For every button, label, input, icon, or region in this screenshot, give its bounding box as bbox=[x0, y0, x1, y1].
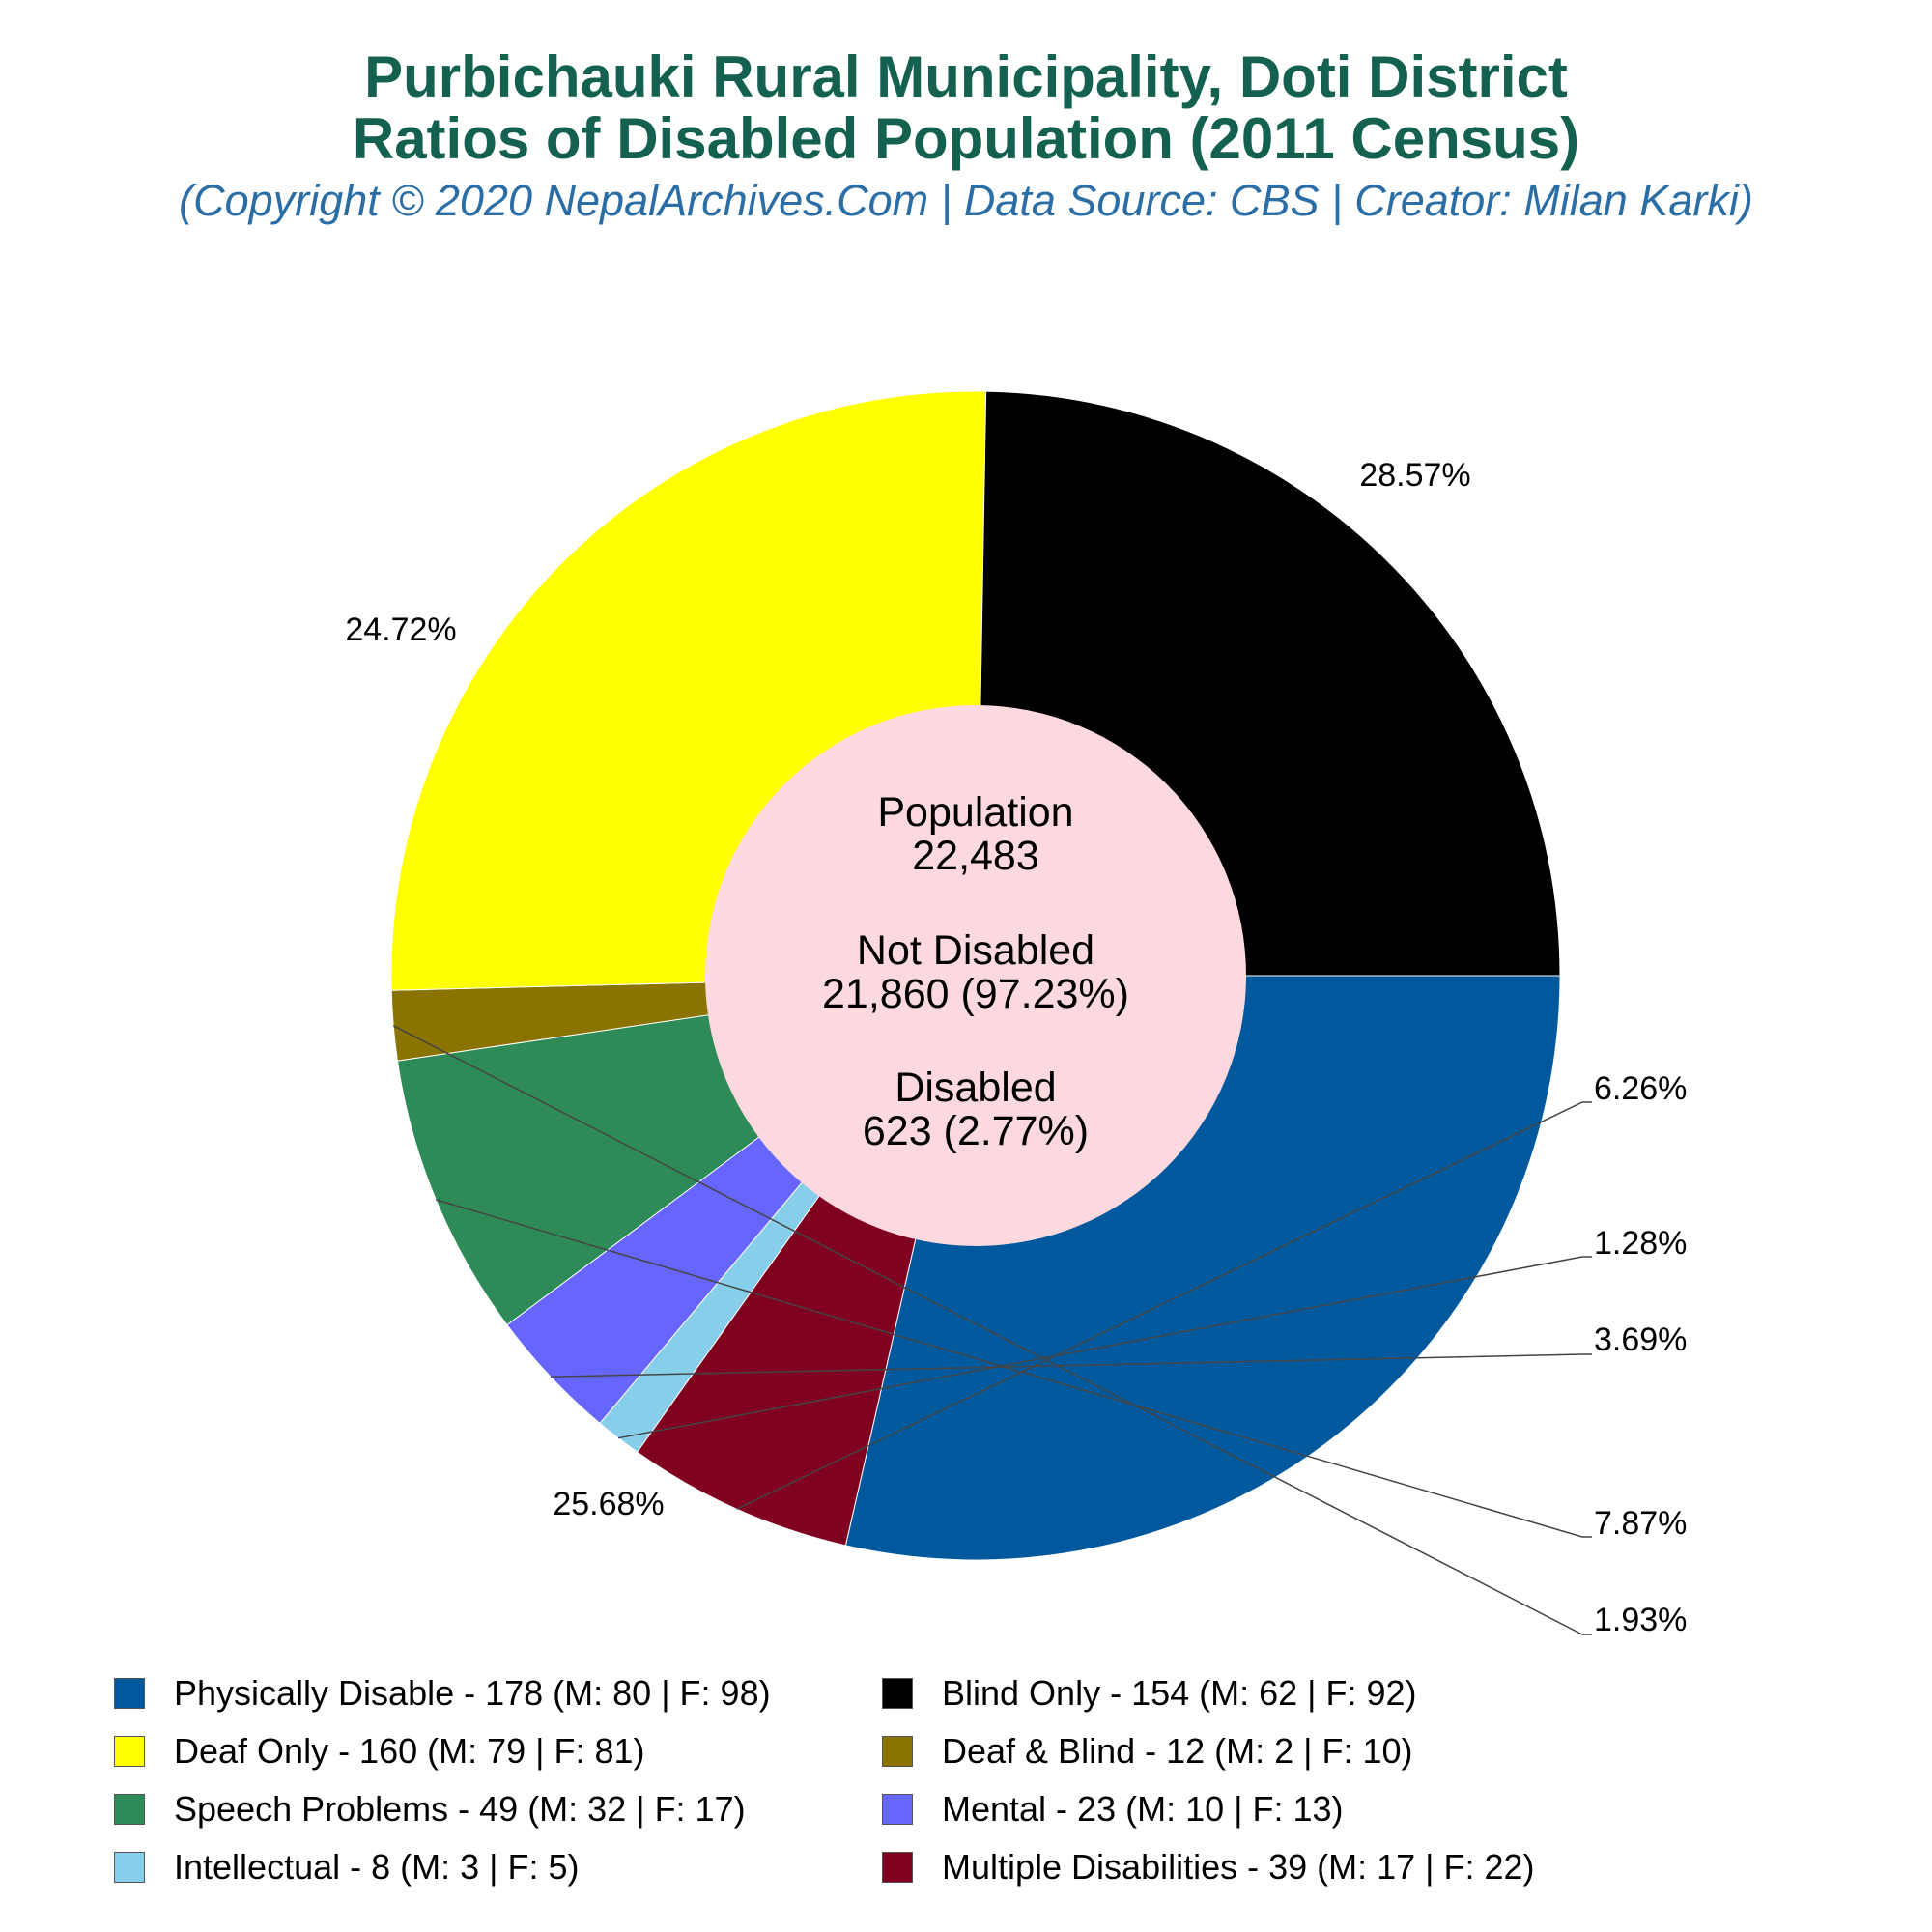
leader-line bbox=[736, 1101, 1592, 1510]
center-not-disabled-value: 21,860 (97.23%) bbox=[822, 971, 1129, 1017]
legend-item: Deaf & Blind - 12 (M: 2 | F: 10) bbox=[882, 1731, 1413, 1772]
legend-swatch bbox=[882, 1736, 913, 1767]
center-population-value: 22,483 bbox=[912, 833, 1039, 879]
slice-percent-label: 1.93% bbox=[1594, 1602, 1687, 1638]
legend-swatch bbox=[114, 1852, 145, 1883]
legend-swatch bbox=[114, 1678, 145, 1709]
leader-line bbox=[617, 1256, 1592, 1439]
slice-percent-label: 25.68% bbox=[553, 1486, 664, 1522]
legend-item: Mental - 23 (M: 10 | F: 13) bbox=[882, 1789, 1344, 1830]
legend-item: Intellectual - 8 (M: 3 | F: 5) bbox=[114, 1847, 579, 1888]
slice-percent-label: 3.69% bbox=[1594, 1321, 1687, 1358]
legend-label: Deaf Only - 160 (M: 79 | F: 81) bbox=[174, 1731, 645, 1771]
legend-label: Intellectual - 8 (M: 3 | F: 5) bbox=[174, 1847, 580, 1887]
legend-item: Speech Problems - 49 (M: 32 | F: 17) bbox=[114, 1789, 746, 1830]
center-disabled-label: Disabled bbox=[895, 1065, 1056, 1111]
center-circle bbox=[705, 705, 1246, 1246]
legend-label: Blind Only - 154 (M: 62 | F: 92) bbox=[942, 1673, 1417, 1713]
chart-subtitle: (Copyright © 2020 NepalArchives.Com | Da… bbox=[179, 176, 1753, 225]
legend-item: Deaf Only - 160 (M: 79 | F: 81) bbox=[114, 1731, 645, 1772]
legend-swatch bbox=[114, 1794, 145, 1825]
legend-label: Speech Problems - 49 (M: 32 | F: 17) bbox=[174, 1789, 746, 1829]
chart-title-line2: Ratios of Disabled Population (2011 Cens… bbox=[352, 106, 1580, 171]
slice-percent-label: 1.28% bbox=[1594, 1225, 1687, 1262]
slice-percent-label: 28.57% bbox=[1359, 457, 1470, 494]
center-not-disabled-label: Not Disabled bbox=[857, 927, 1094, 974]
pie-chart: 28.57% 6.26% 1.28% 3.69% 7.87% 1.93% 25.68% 24.… bbox=[345, 390, 1687, 1638]
legend-item: Blind Only - 154 (M: 62 | F: 92) bbox=[882, 1673, 1417, 1714]
legend-label: Deaf & Blind - 12 (M: 2 | F: 10) bbox=[942, 1731, 1413, 1771]
legend-label: Physically Disable - 178 (M: 80 | F: 98) bbox=[174, 1673, 771, 1713]
legend-swatch bbox=[882, 1794, 913, 1825]
legend-item: Physically Disable - 178 (M: 80 | F: 98) bbox=[114, 1673, 771, 1714]
slice-percent-label: 24.72% bbox=[345, 611, 456, 648]
legend-swatch bbox=[114, 1736, 145, 1767]
slice-percent-label: 7.87% bbox=[1594, 1505, 1687, 1542]
leader-line bbox=[392, 1025, 1592, 1635]
chart-title-line1: Purbichauki Rural Municipality, Doti Dis… bbox=[364, 44, 1568, 109]
leader-line bbox=[550, 1353, 1592, 1378]
center-population-label: Population bbox=[877, 789, 1073, 836]
legend-item: Multiple Disabilities - 39 (M: 17 | F: 2… bbox=[882, 1847, 1535, 1888]
leader-line bbox=[435, 1199, 1592, 1538]
legend-label: Multiple Disabilities - 39 (M: 17 | F: 2… bbox=[942, 1847, 1535, 1887]
legend-swatch bbox=[882, 1852, 913, 1883]
slice-percent-label: 6.26% bbox=[1594, 1070, 1687, 1107]
center-disabled-value: 623 (2.77%) bbox=[863, 1108, 1089, 1154]
legend-label: Mental - 23 (M: 10 | F: 13) bbox=[942, 1789, 1344, 1829]
legend-swatch bbox=[882, 1678, 913, 1709]
